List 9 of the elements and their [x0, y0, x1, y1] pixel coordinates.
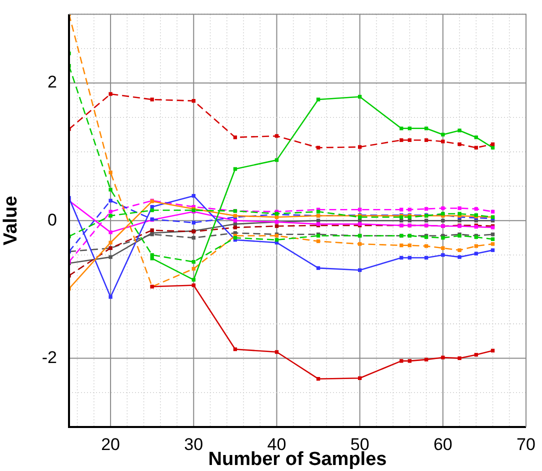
y-tick-label: 2: [48, 72, 57, 92]
y-tick-label: 0: [48, 210, 57, 230]
y-tick-label: -2: [42, 348, 57, 367]
x-tick-label: 60: [433, 434, 452, 454]
x-tick-label: 40: [267, 434, 286, 454]
x-tick-label: 70: [516, 434, 536, 454]
x-tick-label: 30: [184, 434, 204, 454]
y-axis-title: Value: [0, 196, 22, 246]
x-tick-label: 20: [101, 434, 120, 454]
